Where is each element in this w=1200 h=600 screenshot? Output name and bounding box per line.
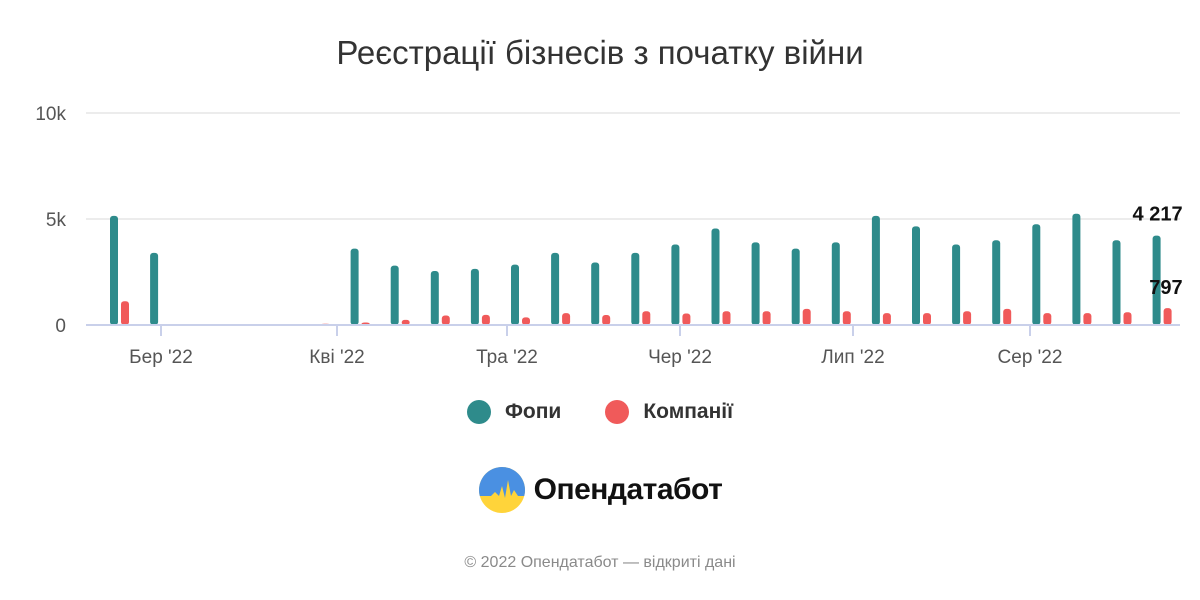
grid-lines (86, 112, 1180, 220)
legend-dot-fop (466, 400, 491, 424)
y-tick-label: 0 (55, 316, 66, 337)
bar-fop[interactable] (711, 228, 720, 325)
legend-label-fop: Фопи (504, 400, 562, 423)
x-tick-label: Тра '22 (476, 347, 538, 368)
bar-companies[interactable] (401, 319, 410, 325)
bar-fop[interactable] (350, 248, 359, 325)
legend-dot-companies (605, 400, 630, 424)
bar-companies[interactable] (481, 314, 490, 325)
bar-fop[interactable] (591, 262, 600, 325)
bar-companies[interactable] (562, 313, 571, 325)
bar-companies[interactable] (923, 313, 931, 325)
x-tick-label: Лип '22 (821, 347, 884, 368)
bar-companies[interactable] (802, 308, 811, 325)
bar-companies[interactable] (1163, 308, 1172, 325)
bars (110, 213, 1172, 326)
bar-fop[interactable] (871, 215, 880, 325)
bar-companies[interactable] (121, 301, 129, 325)
legend-item-fop[interactable]: Фопи (466, 400, 562, 424)
bar-fop[interactable] (1072, 213, 1081, 325)
bar-companies[interactable] (682, 313, 691, 325)
y-tick-label: 10k (35, 104, 66, 125)
bar-fop[interactable] (470, 268, 479, 325)
x-tick-label: Чер '22 (648, 347, 712, 368)
legend: Фопи Компанії (0, 400, 1200, 424)
data-label-companies: 797 (1149, 277, 1182, 299)
bar-companies[interactable] (522, 317, 530, 325)
y-axis: 0 5k 10k (35, 104, 66, 337)
x-tick-label: Бер '22 (129, 347, 193, 368)
bar-companies[interactable] (642, 311, 651, 325)
footer: © 2022 Опендатабот — відкриті дані (464, 554, 736, 571)
legend-label-companies: Компанії (643, 400, 734, 423)
bar-fop[interactable] (551, 252, 560, 325)
bar-fop[interactable] (751, 242, 760, 325)
bar-companies[interactable] (882, 313, 891, 325)
logo-icon (478, 467, 525, 513)
x-tick-label: Кві '22 (309, 347, 364, 368)
y-tick-label: 5k (46, 210, 67, 231)
bar-chart: 0 5k 10k Бер '22 Кві '22 Тра '22 Чер '22 Лип '… (35, 104, 1183, 368)
bar-fop[interactable] (1032, 224, 1041, 325)
bar-companies[interactable] (1083, 313, 1092, 325)
bar-fop[interactable] (631, 252, 640, 325)
bar-companies[interactable] (441, 315, 450, 325)
bar-companies[interactable] (963, 311, 972, 325)
bar-fop[interactable] (110, 215, 118, 325)
bar-companies[interactable] (1043, 313, 1052, 325)
bar-companies[interactable] (842, 311, 851, 325)
bar-companies[interactable] (1123, 312, 1132, 325)
bar-fop[interactable] (952, 244, 961, 325)
logo: Опендатабот (0, 466, 1200, 514)
data-label-fop: 4 217 (1133, 204, 1183, 226)
bar-companies[interactable] (762, 311, 771, 325)
logo-text: Опендатабот (533, 473, 723, 506)
bar-fop[interactable] (430, 270, 439, 325)
bar-fop[interactable] (150, 252, 159, 325)
chart-title: Реєстрації бізнесів з початку війни (336, 34, 864, 71)
bar-fop[interactable] (831, 242, 840, 325)
bar-fop[interactable] (1152, 235, 1161, 325)
bar-fop[interactable] (511, 264, 519, 325)
bar-fop[interactable] (671, 244, 680, 325)
bar-fop[interactable] (912, 226, 920, 325)
legend-item-companies[interactable]: Компанії (605, 400, 733, 424)
bar-fop[interactable] (791, 248, 800, 325)
bar-companies[interactable] (602, 315, 611, 325)
x-tick-label: Сер '22 (998, 347, 1063, 368)
bar-fop[interactable] (390, 265, 399, 325)
bar-fop[interactable] (1112, 240, 1121, 325)
x-axis: Бер '22 Кві '22 Тра '22 Чер '22 Лип '22 Сер '… (86, 324, 1180, 368)
bar-companies[interactable] (722, 311, 731, 325)
data-labels: 4 217 797 (1133, 204, 1183, 300)
bar-fop[interactable] (992, 240, 1001, 325)
bar-companies[interactable] (1003, 308, 1012, 325)
